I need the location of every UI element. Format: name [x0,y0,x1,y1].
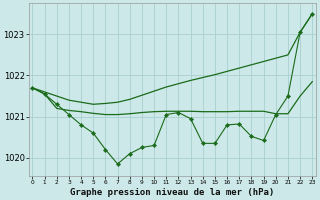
X-axis label: Graphe pression niveau de la mer (hPa): Graphe pression niveau de la mer (hPa) [70,188,275,197]
